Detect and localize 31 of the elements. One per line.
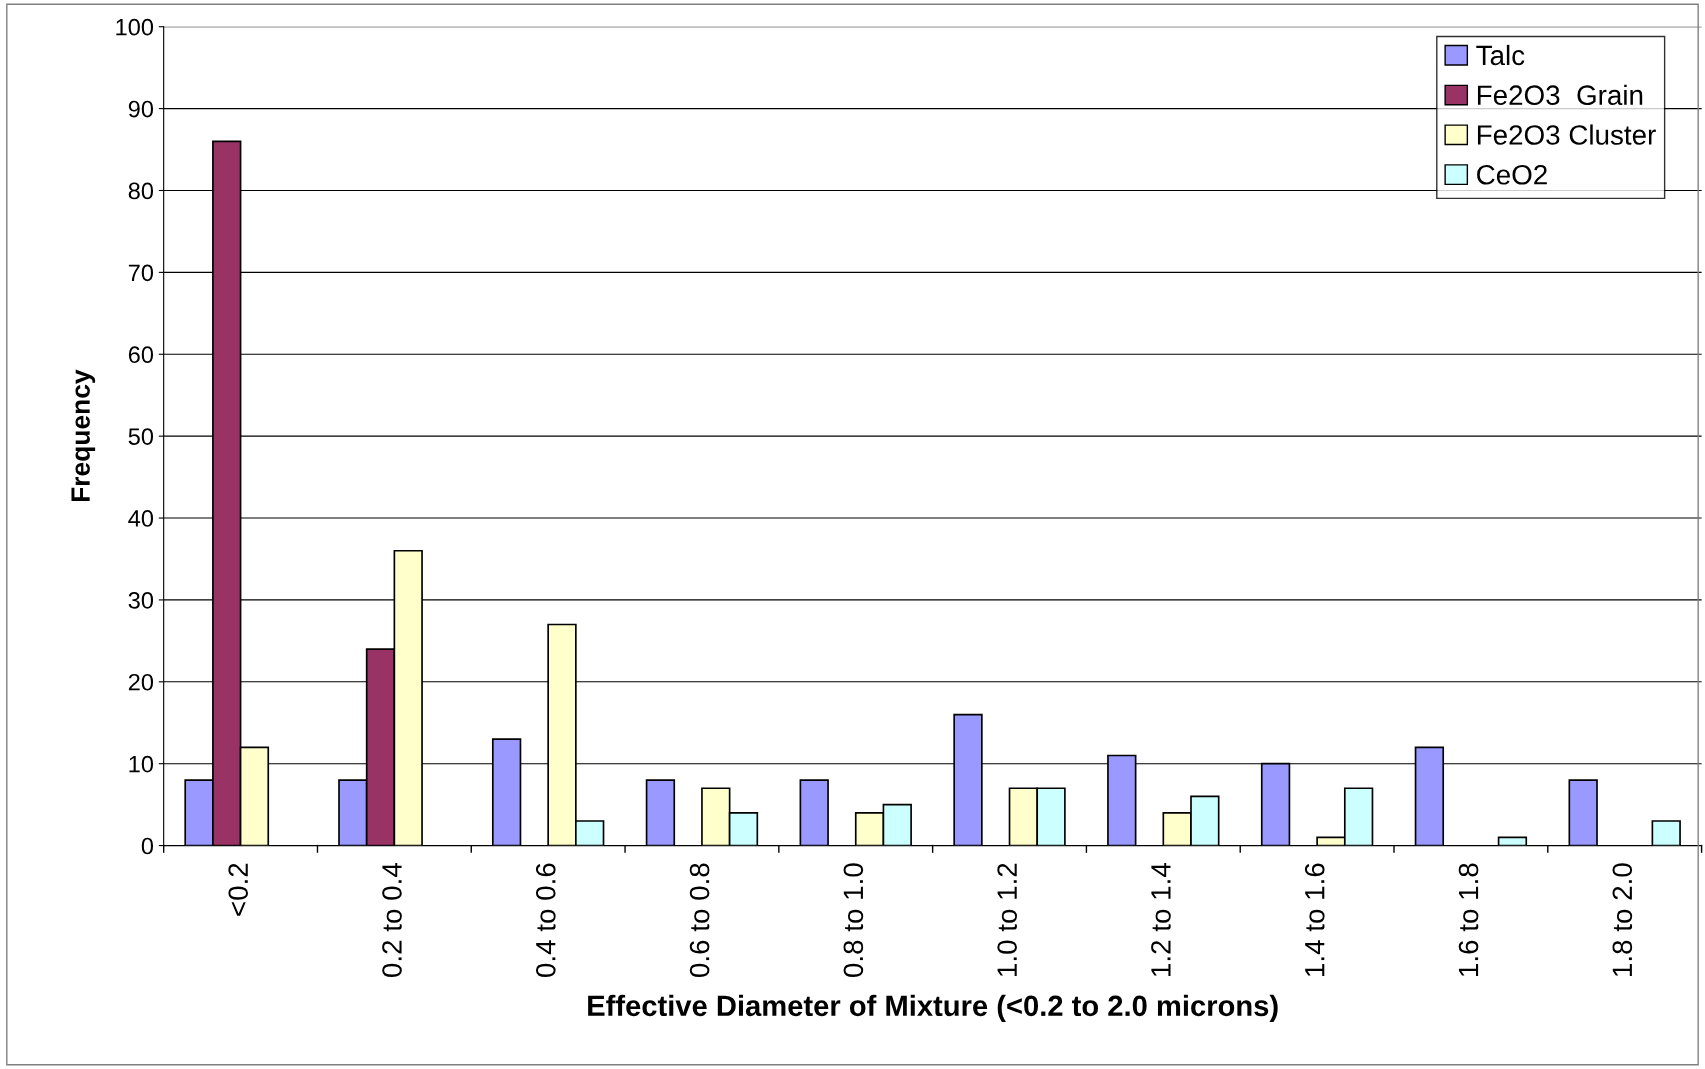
y-tick-label: 90: [128, 100, 154, 118]
bar: [799, 779, 829, 846]
y-axis-title: Frequency: [71, 369, 96, 502]
x-tick-label: 0.6 to 0.8: [689, 863, 710, 977]
x-tick-label: 1.2 to 1.4: [1151, 863, 1171, 976]
legend-label: Fe2O3 Cluster: [1477, 124, 1656, 145]
y-tick-label: 50: [128, 428, 154, 445]
x-tick-label: 1.8 to 2.0: [1612, 863, 1633, 976]
y-tick-label: 70: [128, 264, 154, 282]
y-tick-label: 0: [141, 837, 154, 855]
bar: [1568, 779, 1598, 846]
bar: [1651, 820, 1681, 846]
y-tick-label: 30: [128, 591, 154, 609]
y-tick-label: 100: [116, 18, 154, 36]
x-tick-label: <0.2: [228, 863, 249, 916]
y-tick-label: 20: [128, 673, 154, 691]
y-tick-label: 40: [128, 510, 154, 527]
y-tick-label: 80: [128, 182, 154, 200]
bar: [645, 779, 676, 846]
x-tick-label: 0.4 to 0.6: [535, 863, 556, 977]
legend-label: Fe2O3 Grain: [1477, 84, 1643, 106]
x-tick-label: 1.4 to 1.6: [1304, 863, 1325, 976]
x-axis-title: Effective Diameter of Mixture (<0.2 to 2.0 microns): [588, 994, 1278, 1022]
x-tick-label: 1.0 to 1.2: [997, 863, 1017, 976]
y-tick-label: 60: [128, 346, 154, 364]
y-tick-label: 10: [129, 755, 154, 773]
x-tick-label: 0.2 to 0.4: [382, 863, 402, 977]
legend-label: CeO2: [1477, 164, 1547, 185]
x-tick-label: 1.6 to 1.8: [1458, 863, 1479, 976]
legend-label: Talc: [1476, 44, 1525, 66]
x-tick-label: 0.8 to 1.0: [843, 863, 864, 977]
